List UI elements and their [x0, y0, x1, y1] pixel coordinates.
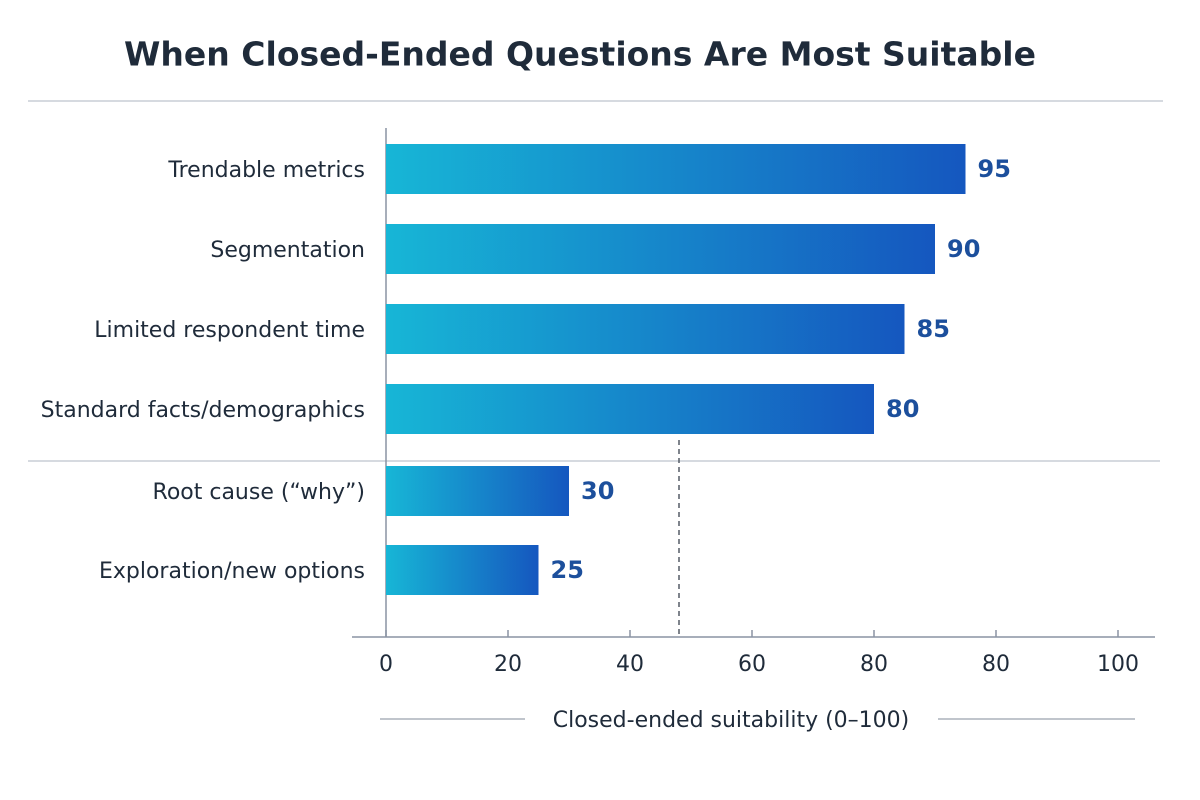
x-tick-label: 100	[1097, 652, 1139, 677]
value-label: 95	[978, 155, 1011, 183]
x-tick-label: 0	[379, 652, 393, 677]
value-label: 80	[886, 395, 919, 423]
x-tick-label: 20	[494, 652, 522, 677]
x-tick-label: 80	[860, 652, 888, 677]
category-label: Exploration/new options	[99, 559, 365, 584]
x-tick-label: 60	[738, 652, 766, 677]
category-label: Segmentation	[210, 238, 365, 263]
x-tick-label: 40	[616, 652, 644, 677]
category-label: Standard facts/demographics	[41, 398, 365, 423]
bar	[386, 144, 966, 194]
value-label: 85	[917, 315, 950, 343]
category-label: Root cause (“why”)	[153, 480, 365, 505]
x-tick-label: 80	[982, 652, 1010, 677]
bar	[386, 384, 874, 434]
bar	[386, 466, 569, 516]
x-axis-title: Closed-ended suitability (0–100)	[553, 708, 910, 733]
category-label: Trendable metrics	[167, 158, 365, 183]
value-label: 30	[581, 477, 614, 505]
chart-title: When Closed-Ended Questions Are Most Sui…	[124, 35, 1036, 74]
value-label: 25	[551, 556, 584, 584]
value-label: 90	[947, 235, 980, 263]
bar	[386, 304, 905, 354]
category-label: Limited respondent time	[94, 318, 365, 343]
bar	[386, 545, 539, 595]
bar	[386, 224, 935, 274]
